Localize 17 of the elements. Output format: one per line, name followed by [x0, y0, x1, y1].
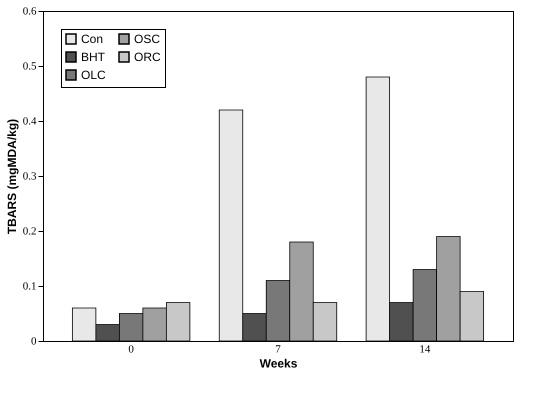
y-tick-label: 0.4 — [22, 116, 37, 128]
legend-label: OLC — [81, 68, 106, 82]
legend-label: BHT — [81, 50, 106, 64]
y-tick-label: 0.6 — [22, 6, 37, 18]
x-tick-label: 14 — [419, 344, 431, 356]
legend-label: Con — [81, 32, 104, 46]
y-tick-label: 0.1 — [22, 280, 36, 292]
y-tick-label: 0.2 — [22, 226, 36, 238]
y-tick-label: 0.5 — [22, 60, 37, 72]
y-tick-label: 0.3 — [22, 170, 37, 182]
x-axis-title: Weeks — [260, 356, 298, 370]
x-tick-label: 0 — [128, 344, 134, 356]
y-axis-title: TBARS (mgMDA/kg) — [4, 118, 19, 234]
legend-label: OSC — [134, 32, 160, 46]
y-tick-label: 0 — [31, 336, 37, 348]
x-tick-label: 7 — [275, 344, 282, 356]
legend-label: ORC — [134, 50, 161, 64]
